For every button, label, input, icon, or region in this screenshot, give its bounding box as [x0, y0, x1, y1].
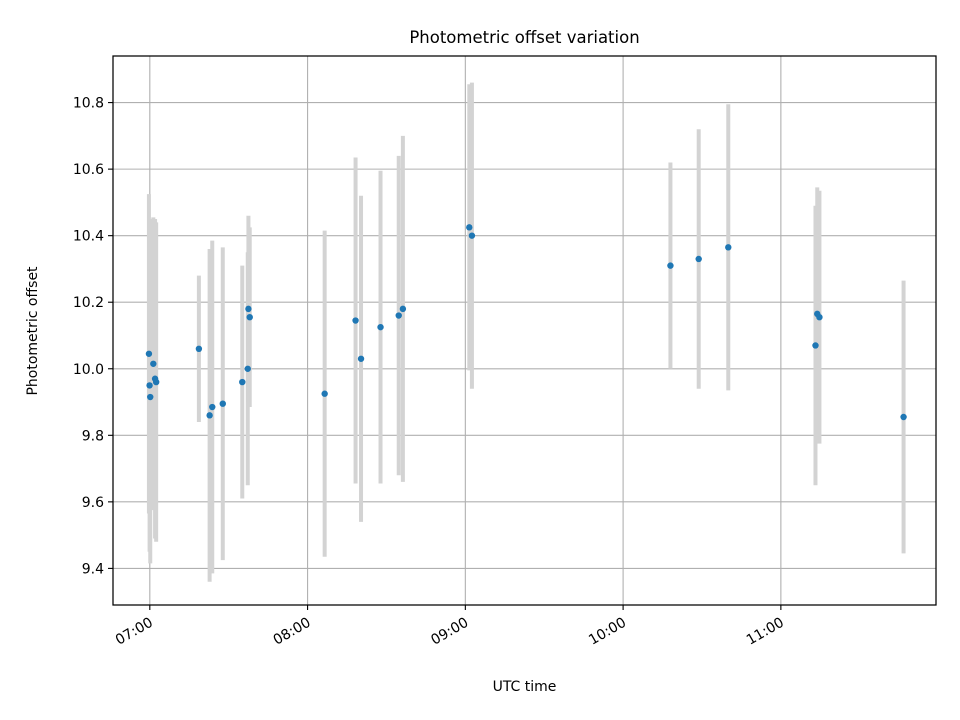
- data-point: [145, 350, 153, 357]
- data-point: [812, 342, 819, 349]
- y-tick-label: 10.6: [73, 162, 104, 178]
- axis-ticks: 07:00 08:00 09:00 10:00 11:00 9.4 9.6 9.8 10.0 10…: [73, 96, 787, 649]
- x-tick-label: 07:00: [113, 615, 156, 649]
- data-point: [206, 412, 213, 419]
- data-point: [147, 393, 154, 401]
- data-point: [245, 305, 252, 313]
- x-tick-label: 09:00: [428, 615, 471, 649]
- data-point: [146, 382, 153, 389]
- data-point: [152, 378, 160, 386]
- data-point: [244, 365, 251, 372]
- grid-lines: [113, 56, 936, 605]
- y-tick-label: 10.8: [73, 96, 104, 112]
- data-point: [219, 400, 226, 407]
- y-tick-label: 9.4: [82, 561, 104, 577]
- chart-title: Photometric offset variation: [409, 28, 639, 47]
- data-point: [667, 262, 674, 269]
- data-point: [352, 317, 359, 324]
- data-point: [395, 312, 402, 319]
- data-point: [816, 313, 823, 321]
- y-tick-label: 10.4: [73, 229, 104, 245]
- data-point: [357, 355, 365, 362]
- axes-frame: [112, 55, 937, 606]
- data-point: [466, 224, 473, 231]
- data-point: [399, 305, 407, 313]
- y-tick-label: 9.6: [82, 495, 104, 511]
- data-point: [725, 244, 732, 251]
- error-bars: [146, 82, 906, 582]
- data-points: [145, 224, 907, 421]
- data-point: [377, 323, 384, 331]
- y-tick-label: 9.8: [82, 428, 104, 444]
- x-tick-label: 10:00: [586, 615, 629, 649]
- y-tick-label: 10.0: [73, 362, 104, 378]
- data-point: [209, 403, 216, 411]
- x-tick-label: 08:00: [271, 615, 314, 649]
- x-axis-label: UTC time: [493, 679, 557, 695]
- data-point: [246, 313, 253, 321]
- data-point: [239, 378, 246, 386]
- data-point: [150, 360, 157, 367]
- y-axis-label: Photometric offset: [25, 266, 41, 396]
- data-point: [321, 390, 328, 397]
- data-point: [195, 345, 203, 352]
- data-point: [468, 232, 476, 239]
- x-tick-label: 11:00: [744, 615, 787, 649]
- y-tick-label: 10.2: [73, 295, 104, 311]
- data-point: [900, 413, 907, 421]
- data-point: [695, 255, 702, 263]
